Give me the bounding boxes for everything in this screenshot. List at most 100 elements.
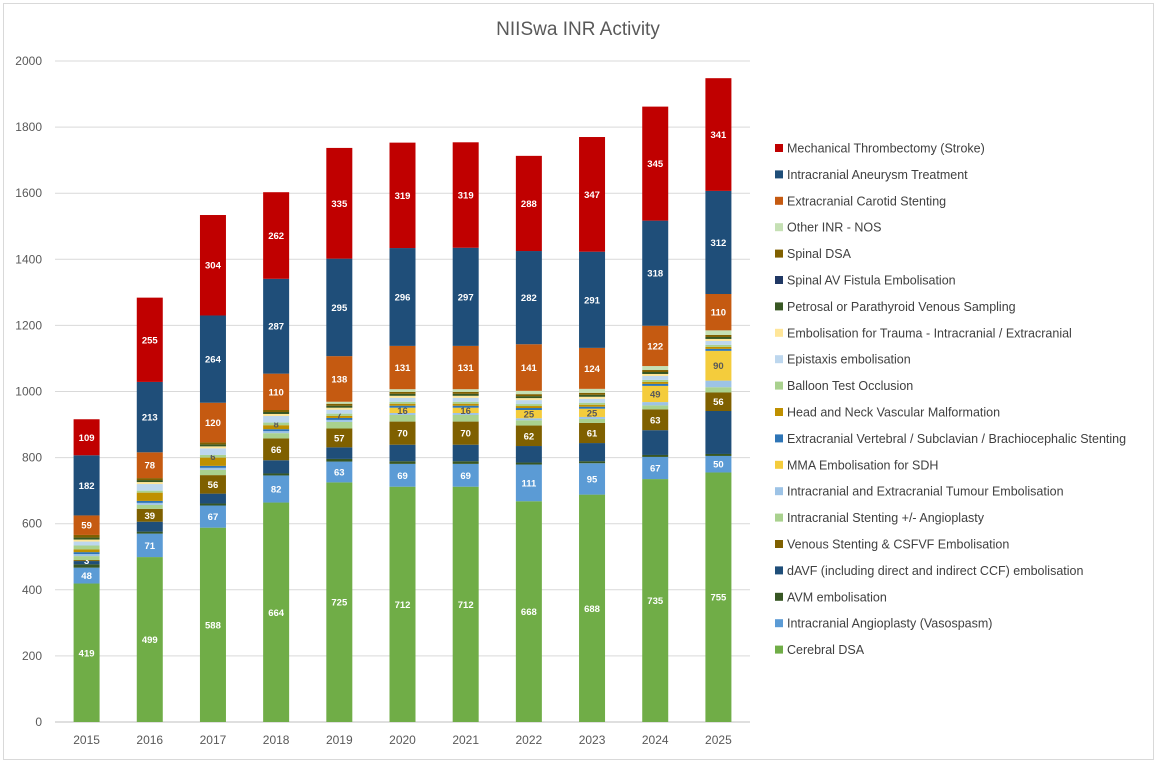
bar-segment bbox=[263, 411, 290, 414]
bar-segment bbox=[73, 419, 100, 456]
bar-segment bbox=[389, 248, 416, 346]
bar-segment bbox=[263, 502, 290, 722]
bar-segment bbox=[73, 537, 100, 540]
data-label: 49 bbox=[650, 389, 661, 400]
bar-segment bbox=[326, 258, 353, 357]
bar-segment bbox=[73, 549, 100, 553]
data-label: 90 bbox=[713, 361, 724, 372]
legend-swatch bbox=[775, 592, 783, 601]
bar-segment bbox=[642, 456, 669, 480]
bar-segment bbox=[136, 508, 163, 522]
bar-segment bbox=[199, 446, 226, 449]
bar-segment bbox=[515, 155, 542, 252]
data-label: 110 bbox=[711, 308, 726, 319]
bar-segment bbox=[389, 395, 416, 398]
bar-segment bbox=[705, 190, 732, 295]
bar-segment bbox=[389, 421, 416, 445]
legend-swatch bbox=[775, 223, 783, 232]
legend-swatch bbox=[775, 566, 783, 575]
bar-segment bbox=[705, 350, 732, 381]
data-label: 16 bbox=[397, 406, 408, 417]
bar-segment bbox=[452, 401, 479, 404]
bar-segment bbox=[452, 403, 479, 406]
bar-segment bbox=[515, 398, 542, 401]
bar-segment bbox=[136, 484, 163, 491]
bar-segment bbox=[389, 486, 416, 722]
bar-segment bbox=[642, 454, 669, 457]
data-label: 122 bbox=[647, 341, 663, 352]
bar-segment bbox=[263, 433, 290, 439]
legend-swatch bbox=[775, 434, 783, 443]
bar-segment bbox=[705, 380, 732, 388]
bar-segment bbox=[136, 480, 163, 483]
bar-segment bbox=[389, 444, 416, 462]
bar-segment bbox=[73, 564, 100, 568]
x-tick-label: 2025 bbox=[705, 733, 732, 747]
bar-segment bbox=[199, 467, 226, 470]
bar-segment bbox=[136, 500, 163, 503]
data-label: 16 bbox=[460, 406, 471, 417]
bar-segment bbox=[136, 297, 163, 382]
data-label: 56 bbox=[713, 397, 724, 408]
bar-segment bbox=[642, 373, 669, 376]
bar-segment bbox=[263, 438, 290, 461]
bar-segment bbox=[579, 406, 606, 409]
data-label: 319 bbox=[395, 191, 411, 202]
legend-label: Petrosal or Parathyroid Venous Sampling bbox=[787, 300, 1016, 314]
legend-swatch bbox=[775, 619, 783, 628]
bar-segment bbox=[326, 458, 353, 462]
bar-segment bbox=[263, 431, 290, 434]
data-label: 138 bbox=[331, 374, 347, 385]
bar-segment bbox=[136, 557, 163, 722]
bar-segment bbox=[579, 494, 606, 722]
bar-segment bbox=[642, 405, 669, 410]
bar-segment bbox=[263, 475, 290, 503]
bar-segment bbox=[326, 417, 353, 420]
data-label: 345 bbox=[647, 159, 664, 170]
bar-segment bbox=[642, 385, 669, 403]
bar-segment bbox=[73, 554, 100, 557]
bar-segment bbox=[326, 413, 353, 416]
data-label: 725 bbox=[331, 598, 348, 609]
data-label: 347 bbox=[584, 190, 600, 201]
y-tick-label: 0 bbox=[35, 715, 42, 729]
bar-segment bbox=[389, 407, 416, 413]
data-label: 110 bbox=[268, 387, 283, 398]
data-label: 56 bbox=[208, 480, 219, 491]
bar-segment bbox=[515, 446, 542, 463]
legend-swatch bbox=[775, 540, 783, 548]
chart-frame bbox=[3, 3, 1154, 760]
bar-segment bbox=[642, 325, 669, 367]
data-label: 62 bbox=[524, 431, 535, 442]
bar-segment bbox=[389, 397, 416, 402]
bar-segment bbox=[326, 409, 353, 414]
bar-segment bbox=[199, 442, 226, 445]
bar-segment bbox=[579, 463, 606, 495]
bar-segment bbox=[326, 461, 353, 483]
x-tick-label: 2021 bbox=[452, 733, 479, 747]
bar-segment bbox=[579, 392, 606, 395]
legend-label: Venous Stenting & CSFVF Embolisation bbox=[787, 538, 1009, 552]
legend-swatch bbox=[775, 355, 783, 364]
data-label: 688 bbox=[584, 604, 600, 615]
legend-label: Extracranial Vertebral / Subclavian / Br… bbox=[787, 432, 1126, 446]
data-label: 312 bbox=[710, 238, 726, 249]
bar-segment bbox=[389, 393, 416, 396]
legend-swatch bbox=[775, 249, 783, 258]
legend-swatch bbox=[775, 408, 783, 416]
data-label: 109 bbox=[79, 433, 95, 444]
bar-segment bbox=[326, 428, 353, 448]
bar-segment bbox=[73, 583, 100, 722]
bar-segment bbox=[263, 473, 290, 476]
y-tick-label: 1400 bbox=[15, 252, 42, 266]
data-label: 59 bbox=[81, 521, 92, 532]
data-label: 67 bbox=[208, 512, 219, 523]
bar-segment bbox=[642, 409, 669, 431]
bar-segment bbox=[199, 493, 226, 504]
data-label: 6 bbox=[210, 452, 215, 463]
bar-segment bbox=[452, 391, 479, 394]
bar-segment bbox=[642, 366, 669, 371]
bar-segment bbox=[263, 413, 290, 416]
bar-segment bbox=[705, 294, 732, 331]
legend-swatch bbox=[775, 276, 783, 284]
